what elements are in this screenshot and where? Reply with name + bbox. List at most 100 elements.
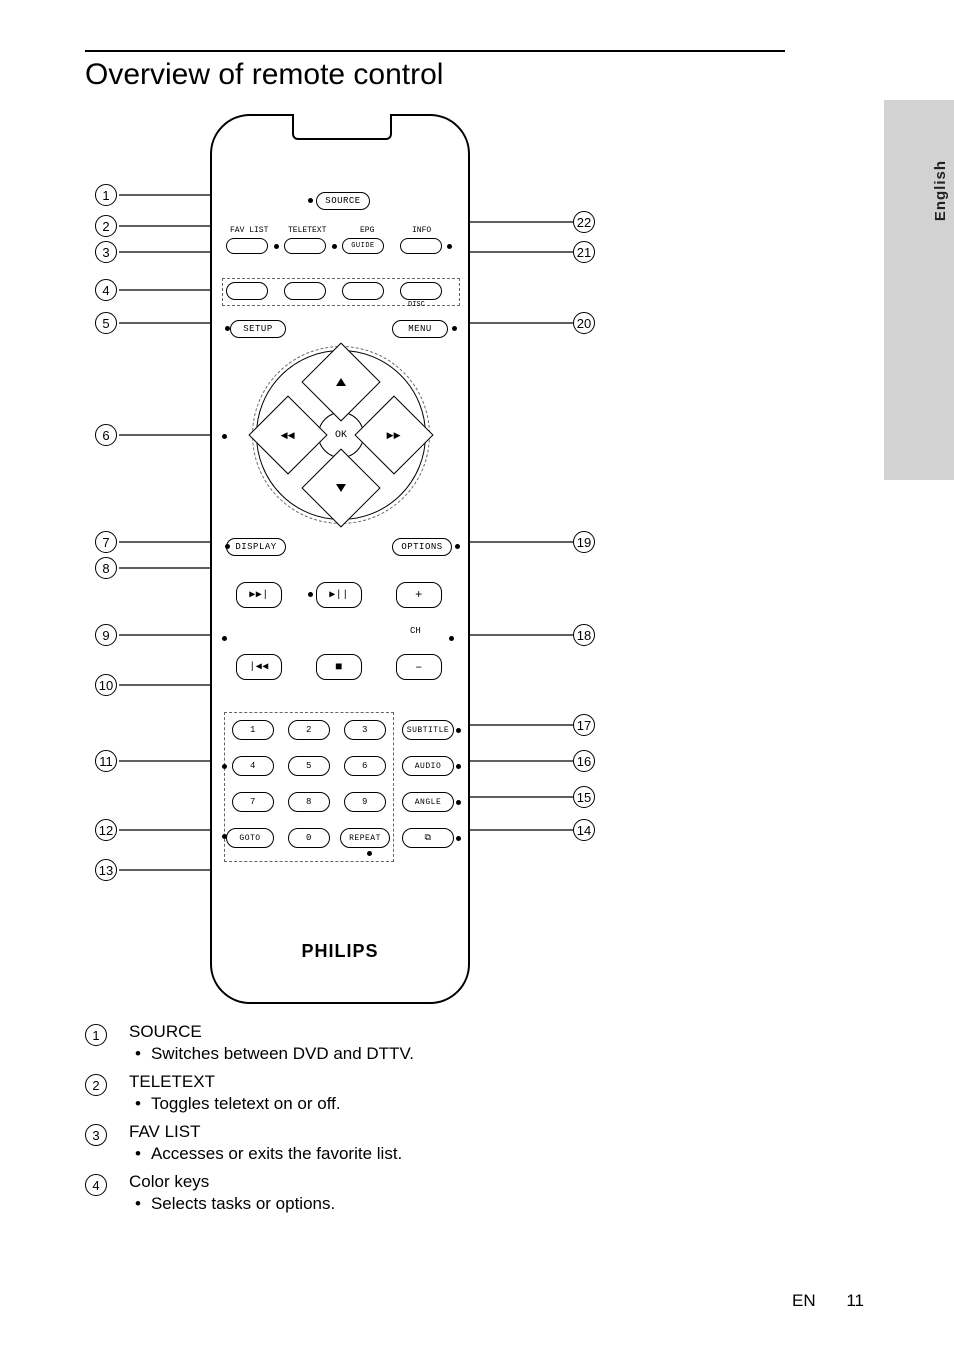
desc-label: TELETEXT [129,1072,785,1092]
desc-label: Color keys [129,1172,785,1192]
label-ch: CH [410,626,421,636]
desc-num: 2 [85,1074,107,1096]
dot [308,198,313,203]
remote-diagram: SOURCE FAV LIST TELETEXT EPG INFO GUIDE … [95,110,655,1010]
setup-button[interactable]: SETUP [230,320,286,338]
num-7[interactable]: 7 [232,792,274,812]
desc-label: FAV LIST [129,1122,785,1142]
description-list: 1SOURCESwitches between DVD and DTTV. 2 TE… [85,1022,785,1214]
num-4[interactable]: 4 [232,756,274,776]
callout-5: 5 [95,312,117,334]
num-9[interactable]: 9 [344,792,386,812]
num-0[interactable]: 0 [288,828,330,848]
sidebar-language-label: English [932,160,949,221]
sidebar-language-tab [884,100,954,480]
play-pause-button[interactable]: ▶|| [316,582,362,608]
callout-12: 12 [95,819,117,841]
dot [222,434,227,439]
dot [308,592,313,597]
dot [274,244,279,249]
source-button[interactable]: SOURCE [316,192,370,210]
callout-14: 14 [573,819,595,841]
options-button[interactable]: OPTIONS [392,538,452,556]
next-button[interactable]: ▶▶| [236,582,282,608]
desc-text: Selects tasks or options. [155,1194,785,1214]
num-3[interactable]: 3 [344,720,386,740]
footer-lang: EN [792,1291,816,1310]
dot [367,851,372,856]
color-yellow-button[interactable] [342,282,384,300]
label-teletext: TELETEXT [288,226,326,235]
callout-16: 16 [573,750,595,772]
num-1[interactable]: 1 [232,720,274,740]
callout-15: 15 [573,786,595,808]
dot [456,800,461,805]
callout-9: 9 [95,624,117,646]
audio-button[interactable]: AUDIO [402,756,454,776]
guide-button[interactable]: GUIDE [342,238,384,254]
label-favlist: FAV LIST [230,226,268,235]
subtitle-button[interactable]: SUBTITLE [402,720,454,740]
menu-button[interactable]: MENU [392,320,448,338]
dot [222,834,227,839]
desc-item-2: 2 TELETEXTToggles teletext on or off. [85,1072,785,1114]
page-footer: EN 11 [792,1291,864,1311]
display-button[interactable]: DISPLAY [226,538,286,556]
repeat-button[interactable]: REPEAT [340,828,390,848]
desc-item-4: 4 Color keysSelects tasks or options. [85,1172,785,1214]
callout-2: 2 [95,215,117,237]
dot [449,636,454,641]
num-2[interactable]: 2 [288,720,330,740]
callout-19: 19 [573,531,595,553]
num-8[interactable]: 8 [288,792,330,812]
dot [225,544,230,549]
dot [222,764,227,769]
callout-8: 8 [95,557,117,579]
label-info: INFO [412,226,431,235]
goto-button[interactable]: GOTO [226,828,274,848]
desc-item-1: 1SOURCESwitches between DVD and DTTV. [85,1022,785,1064]
dot [456,764,461,769]
callout-10: 10 [95,674,117,696]
callout-21: 21 [573,241,595,263]
desc-text: Accesses or exits the favorite list. [155,1144,785,1164]
desc-num: 4 [85,1174,107,1196]
angle-button[interactable]: ANGLE [402,792,454,812]
page-title: Overview of remote control [85,58,785,92]
dot [456,728,461,733]
stop-button[interactable]: ■ [316,654,362,680]
callout-13: 13 [95,859,117,881]
callout-6: 6 [95,424,117,446]
ch-minus-button[interactable]: – [396,654,442,680]
callout-7: 7 [95,531,117,553]
color-blue-button[interactable] [400,282,442,300]
callout-18: 18 [573,624,595,646]
page-content: Overview of remote control SOURCE FAV LI… [85,50,785,1222]
num-6[interactable]: 6 [344,756,386,776]
callout-11: 11 [95,750,117,772]
color-red-button[interactable] [226,282,268,300]
remote-notch [292,114,392,140]
teletext-button[interactable] [284,238,326,254]
num-5[interactable]: 5 [288,756,330,776]
prev-button[interactable]: |◀◀ [236,654,282,680]
ch-plus-button[interactable]: + [396,582,442,608]
desc-num: 1 [85,1024,107,1046]
favlist-button[interactable] [226,238,268,254]
dot [452,326,457,331]
dot [447,244,452,249]
desc-num: 3 [85,1124,107,1146]
info-button[interactable] [400,238,442,254]
callout-4: 4 [95,279,117,301]
title-rule [85,50,785,52]
desc-text: Toggles teletext on or off. [155,1094,785,1114]
callout-3: 3 [95,241,117,263]
callout-22: 22 [573,211,595,233]
screenfit-button[interactable]: ⧉ [402,828,454,848]
brand-label: PHILIPS [212,941,468,962]
color-green-button[interactable] [284,282,326,300]
dot [456,836,461,841]
desc-item-3: 3 FAV LISTAccesses or exits the favorite … [85,1122,785,1164]
callout-20: 20 [573,312,595,334]
callout-1: 1 [95,184,117,206]
